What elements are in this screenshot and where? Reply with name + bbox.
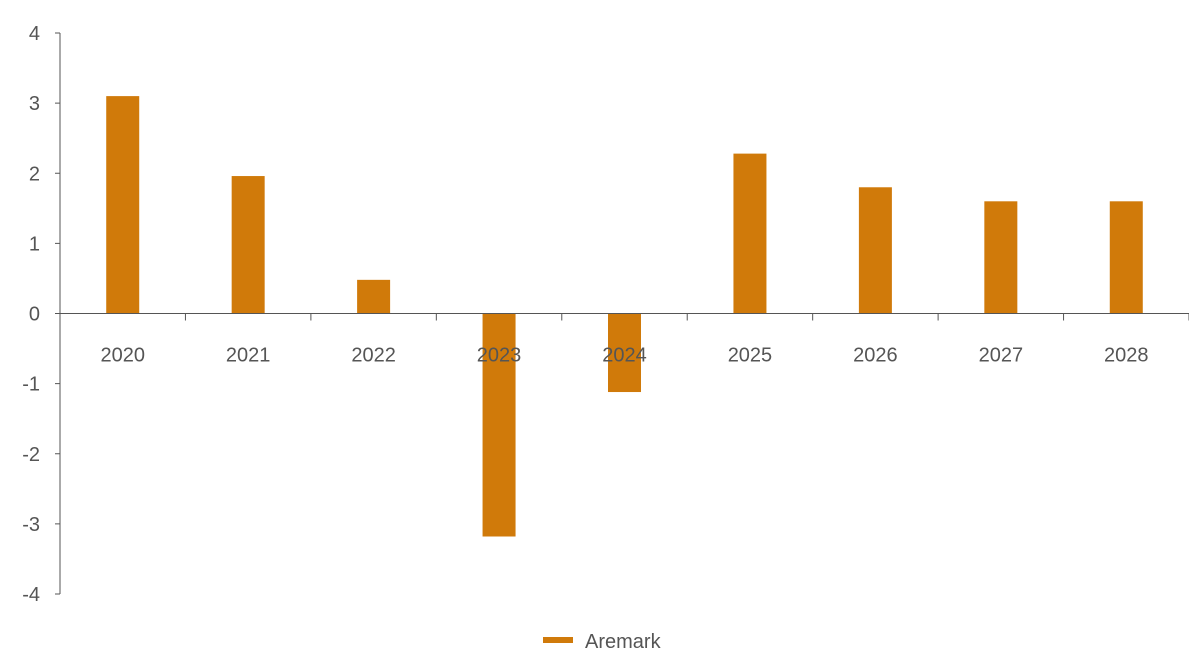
x-tick-label-2025: 2025 [728, 345, 773, 367]
bar-2026 [858, 187, 892, 314]
bar-2020 [106, 96, 140, 314]
x-axis-ticks: 2020 2021 2022 2023 2024 2025 2026 2027 2028 [100, 313, 1189, 367]
x-tick-label-2020: 2020 [100, 345, 145, 367]
bar-2024 [608, 313, 641, 393]
y-axis-ticks: 4 3 2 1 0 -1 -2 -3 -4 [22, 23, 60, 606]
bar-2027 [984, 201, 1018, 314]
x-tick-label-2022: 2022 [351, 345, 396, 367]
y-tick-label: -2 [22, 444, 40, 466]
x-tick-label-2024: 2024 [602, 345, 647, 367]
y-tick-label: 1 [29, 233, 40, 255]
y-tick-label: 3 [29, 93, 40, 115]
x-tick-label-2027: 2027 [979, 345, 1024, 367]
y-tick-label: 2 [29, 163, 40, 185]
y-tick-label: -1 [22, 374, 40, 396]
legend: Aremark [543, 631, 662, 650]
x-tick-label-2028: 2028 [1104, 345, 1149, 367]
bar-2025 [733, 153, 767, 314]
y-tick-label: -3 [22, 514, 40, 536]
bar-2023 [482, 313, 516, 537]
legend-swatch [543, 637, 573, 643]
legend-label-aremark: Aremark [585, 631, 662, 650]
y-tick-label: 0 [29, 304, 40, 326]
y-tick-label: 4 [29, 23, 40, 45]
bar-2028 [1109, 201, 1143, 314]
x-tick-label-2026: 2026 [853, 345, 898, 367]
bars-layer [106, 96, 1143, 537]
y-tick-label: -4 [22, 584, 40, 606]
bar-2022 [357, 279, 391, 314]
x-tick-label-2023: 2023 [477, 345, 522, 367]
x-tick-label-2021: 2021 [226, 345, 271, 367]
bar-2021 [231, 176, 265, 314]
